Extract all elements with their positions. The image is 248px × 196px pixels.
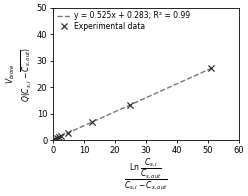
Point: [57, 135, 61, 139]
Point: [55, 136, 59, 139]
X-axis label: $\dfrac{\mathrm{Ln}\;\dfrac{C_{s,i}}{C_{s,out}}}{C_{s,i}-C_{s,out}}$: $\dfrac{\mathrm{Ln}\;\dfrac{C_{s,i}}{C_{…: [124, 156, 168, 192]
Point: [66, 131, 70, 134]
Point: [53, 137, 57, 140]
Point: [209, 67, 213, 70]
Point: [128, 103, 132, 106]
Point: [59, 135, 63, 138]
Y-axis label: $V_{biore}$
$Q(C_{s,i}-\overline{C_{s,out}})$: $V_{biore}$ $Q(C_{s,i}-\overline{C_{s,ou…: [4, 46, 34, 102]
Legend: y = 0.525x + 0.283; R² = 0.99, Experimental data: y = 0.525x + 0.283; R² = 0.99, Experimen…: [55, 10, 191, 33]
Point: [52, 138, 56, 141]
Point: [90, 121, 93, 124]
